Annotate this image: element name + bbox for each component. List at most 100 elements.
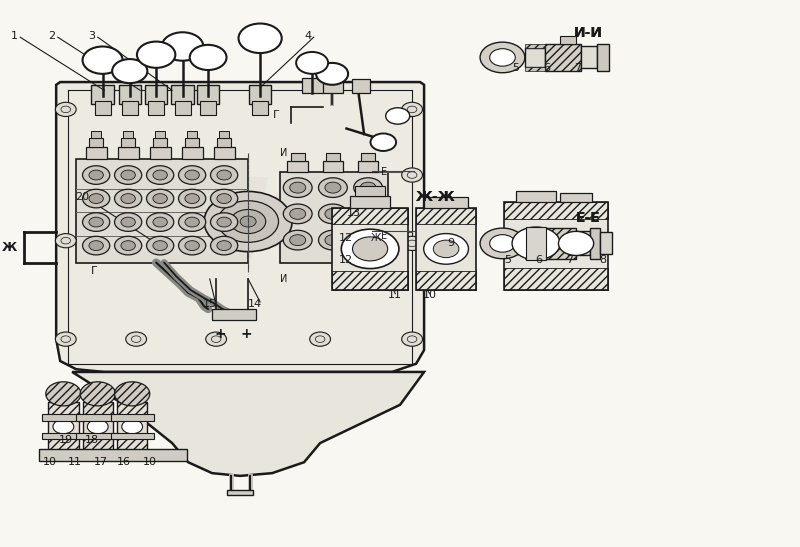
Circle shape [402, 168, 422, 182]
Circle shape [121, 241, 135, 251]
Circle shape [112, 59, 147, 83]
Bar [504, 202, 608, 219]
Bar [94, 101, 110, 115]
Circle shape [82, 166, 110, 184]
Circle shape [153, 170, 167, 180]
Bar [354, 186, 385, 196]
Text: И-И: И-И [574, 26, 602, 40]
Circle shape [146, 166, 174, 184]
Circle shape [114, 236, 142, 255]
Bar [214, 147, 234, 159]
Text: 19: 19 [58, 435, 73, 445]
Bar [322, 81, 342, 93]
Circle shape [153, 241, 167, 251]
Polygon shape [56, 82, 424, 372]
Bar [122, 101, 138, 115]
Text: 10: 10 [142, 457, 157, 467]
Bar [89, 138, 103, 147]
Bar [182, 147, 202, 159]
Text: Е-Е: Е-Е [576, 211, 601, 225]
Bar [525, 48, 545, 67]
Circle shape [386, 108, 410, 124]
Text: 6: 6 [535, 255, 542, 265]
Bar [525, 67, 545, 71]
Text: 5: 5 [513, 63, 519, 73]
Bar [332, 271, 408, 290]
Circle shape [82, 189, 110, 208]
Bar [326, 153, 340, 161]
Circle shape [353, 237, 388, 261]
Circle shape [318, 230, 347, 250]
Bar [280, 172, 388, 263]
Bar [525, 44, 545, 48]
Bar [525, 234, 542, 253]
Text: И-И: И-И [574, 26, 602, 40]
Bar [76, 433, 119, 439]
Bar [332, 208, 408, 224]
Text: 8: 8 [600, 255, 607, 265]
Circle shape [360, 208, 376, 219]
Bar [91, 131, 101, 138]
Bar [526, 227, 546, 260]
Circle shape [230, 210, 266, 234]
Bar [504, 268, 608, 290]
Circle shape [424, 234, 469, 264]
Circle shape [210, 189, 238, 208]
Bar [560, 193, 592, 202]
Text: 7: 7 [566, 255, 574, 265]
Bar [249, 85, 271, 104]
Bar [581, 46, 597, 68]
Circle shape [89, 217, 103, 227]
Circle shape [238, 24, 282, 53]
Bar [290, 153, 305, 161]
Circle shape [178, 189, 206, 208]
Text: Е: Е [381, 167, 387, 177]
Bar [86, 147, 106, 159]
Bar [110, 414, 154, 421]
Text: 10: 10 [422, 290, 437, 300]
Circle shape [146, 189, 174, 208]
Bar [48, 402, 78, 414]
Text: 10: 10 [42, 457, 57, 467]
Text: 12: 12 [338, 233, 353, 243]
Circle shape [55, 234, 76, 248]
Text: K: K [229, 173, 315, 281]
Bar [76, 414, 119, 421]
Bar [597, 44, 609, 71]
Text: 14: 14 [247, 299, 262, 309]
Circle shape [218, 201, 278, 242]
Bar [525, 228, 542, 232]
Bar [416, 208, 476, 224]
Circle shape [185, 194, 199, 203]
Text: 17: 17 [94, 457, 108, 467]
Circle shape [217, 170, 231, 180]
Circle shape [217, 217, 231, 227]
Bar [352, 79, 370, 93]
Circle shape [296, 52, 328, 74]
Bar [118, 85, 141, 104]
Bar [48, 439, 78, 451]
Bar [590, 228, 600, 259]
Circle shape [402, 102, 422, 117]
Bar [187, 131, 197, 138]
Circle shape [153, 194, 167, 203]
Bar [82, 439, 113, 451]
Text: 11: 11 [67, 457, 82, 467]
Circle shape [185, 241, 199, 251]
Circle shape [370, 133, 396, 151]
Bar [252, 101, 268, 115]
Circle shape [354, 178, 382, 197]
Bar [504, 202, 608, 290]
Circle shape [114, 166, 142, 184]
Circle shape [290, 182, 306, 193]
Text: 6: 6 [543, 63, 550, 73]
Circle shape [210, 213, 238, 231]
Text: 7: 7 [574, 63, 582, 73]
Circle shape [137, 42, 175, 68]
Circle shape [80, 382, 115, 406]
Circle shape [310, 332, 330, 346]
Text: Г: Г [91, 266, 98, 276]
Text: 18: 18 [85, 435, 99, 445]
Circle shape [283, 178, 312, 197]
Bar [227, 490, 253, 495]
